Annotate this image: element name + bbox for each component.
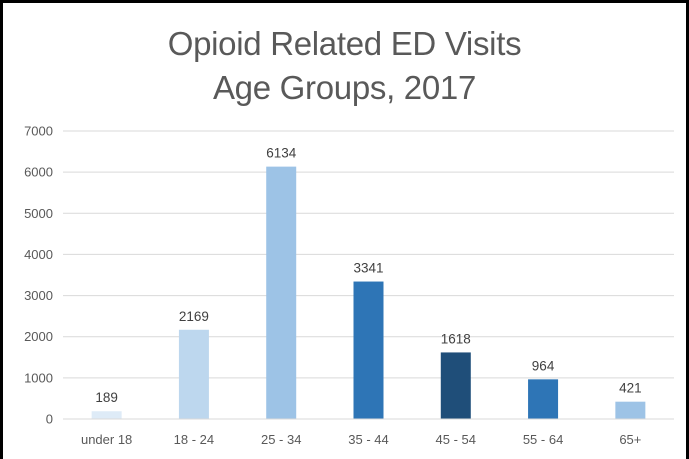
data-label: 2169 xyxy=(179,309,209,324)
x-axis-categories: under 18 18 - 24 25 - 34 35 - 44 45 - 54 55 -… xyxy=(81,432,641,447)
data-label: 6134 xyxy=(266,146,297,161)
y-tick-label: 7000 xyxy=(24,124,53,139)
y-tick-label: 1000 xyxy=(24,370,53,385)
data-label: 964 xyxy=(532,358,555,373)
data-label: 1618 xyxy=(441,331,471,346)
y-tick-label: 0 xyxy=(46,412,53,427)
chart-title-line-1: Opioid Related ED Visits xyxy=(167,25,522,62)
category-label: 55 - 64 xyxy=(523,432,563,447)
category-label: 35 - 44 xyxy=(348,432,388,447)
bar xyxy=(528,379,559,419)
bar xyxy=(440,352,471,419)
data-label: 3341 xyxy=(353,261,383,276)
data-labels: 189 2169 6134 3341 1618 964 421 xyxy=(95,146,641,406)
y-axis-ticks: 0 1000 2000 3000 4000 5000 6000 7000 xyxy=(24,124,53,427)
bar xyxy=(91,411,122,419)
chart-title-line-2: Age Groups, 2017 xyxy=(212,69,477,106)
data-label: 421 xyxy=(619,381,642,396)
data-label: 189 xyxy=(95,390,118,405)
category-label: under 18 xyxy=(81,432,132,447)
bar xyxy=(266,166,297,419)
bar xyxy=(178,329,209,419)
category-label: 25 - 34 xyxy=(261,432,301,447)
bars xyxy=(91,166,646,419)
y-tick-label: 2000 xyxy=(24,329,53,344)
y-tick-label: 3000 xyxy=(24,288,53,303)
category-label: 45 - 54 xyxy=(436,432,476,447)
bar xyxy=(615,401,646,419)
category-label: 18 - 24 xyxy=(174,432,214,447)
bar xyxy=(353,281,384,419)
y-tick-label: 5000 xyxy=(24,206,53,221)
y-tick-label: 4000 xyxy=(24,247,53,262)
y-tick-label: 6000 xyxy=(24,165,53,180)
chart-title: Opioid Related ED Visits Age Groups, 201… xyxy=(0,22,689,110)
category-label: 65+ xyxy=(619,432,641,447)
